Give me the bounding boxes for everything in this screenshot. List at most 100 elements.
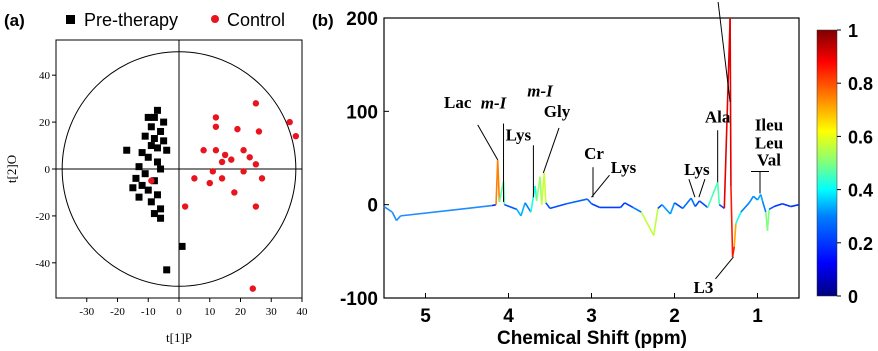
confidence-ellipse bbox=[61, 51, 297, 287]
spectrum-segment bbox=[549, 202, 567, 210]
control-point bbox=[258, 175, 266, 182]
colorbar-tick-label: 0.6 bbox=[848, 127, 873, 147]
pretherapy-point bbox=[163, 146, 171, 154]
control-point bbox=[212, 123, 220, 130]
colorbar-gradient bbox=[816, 29, 838, 297]
spectrum-segment bbox=[740, 202, 750, 213]
pretherapy-point bbox=[150, 113, 158, 121]
colorbar-tick-label: 0.8 bbox=[848, 74, 873, 94]
colorbar: 0 0.2 0.4 0.6 0.8 1 bbox=[816, 21, 873, 307]
spectrum-segment bbox=[674, 202, 684, 210]
control-point bbox=[252, 100, 260, 107]
panel-a-axes bbox=[56, 40, 302, 298]
panel-a-y-axis-label: t[2]O bbox=[4, 155, 19, 183]
peak-annotation: Lys bbox=[611, 158, 637, 177]
peak-annotation: Leu bbox=[755, 133, 783, 152]
leader-line-gly bbox=[542, 127, 560, 174]
spectrum-segment bbox=[466, 204, 492, 210]
y-tick-label: 40 bbox=[39, 70, 51, 82]
pretherapy-point bbox=[163, 266, 171, 274]
x-tick-label: 2 bbox=[669, 306, 680, 327]
spectrum-segment bbox=[735, 211, 742, 224]
spectrum-segment bbox=[632, 206, 642, 213]
pretherapy-point bbox=[144, 113, 152, 121]
x-tick-label: 3 bbox=[586, 306, 597, 327]
spectrum-segment bbox=[383, 205, 393, 213]
x-tick-label: -30 bbox=[79, 306, 94, 318]
control-point bbox=[181, 203, 189, 210]
control-point bbox=[286, 118, 293, 126]
x-tick-label: 30 bbox=[266, 306, 278, 318]
x-tick-label: 20 bbox=[235, 306, 247, 318]
x-tick-label: 40 bbox=[297, 306, 309, 318]
pretherapy-point bbox=[123, 146, 131, 154]
control-point bbox=[255, 128, 263, 135]
spectrum-segment bbox=[395, 215, 402, 222]
peak-annotation: Lys bbox=[506, 125, 532, 144]
spectrum-segment bbox=[520, 202, 526, 217]
spectrum-segment bbox=[733, 223, 737, 247]
spectrum-segment bbox=[790, 203, 800, 208]
spectrum-segment bbox=[723, 17, 731, 209]
pretherapy-point bbox=[157, 127, 165, 135]
pretherapy-point bbox=[141, 170, 149, 178]
spectrum-segment bbox=[543, 172, 547, 203]
spectrum-segment bbox=[566, 198, 588, 205]
pretherapy-point bbox=[160, 118, 168, 126]
control-point bbox=[240, 168, 247, 175]
spectrum-segment bbox=[496, 159, 501, 202]
pretherapy-point bbox=[157, 205, 165, 213]
control-point bbox=[148, 177, 155, 184]
leader-line-lys3-a bbox=[688, 179, 696, 198]
control-point bbox=[234, 125, 241, 133]
spectrum-segment bbox=[730, 185, 734, 257]
spectrum-segment bbox=[524, 202, 532, 213]
control-point bbox=[218, 175, 226, 182]
spectrum-segment bbox=[657, 204, 663, 209]
x-tick-label: 1 bbox=[752, 306, 763, 327]
spectrum-segment bbox=[516, 208, 522, 217]
spectrum-segment bbox=[682, 197, 692, 209]
spectrum-segment bbox=[498, 181, 505, 203]
x-tick-label: 4 bbox=[503, 306, 514, 327]
spectrum-segment bbox=[504, 203, 518, 211]
pretherapy-point bbox=[153, 144, 161, 152]
spectrum-segment bbox=[718, 204, 725, 210]
pretherapy-point bbox=[153, 158, 161, 166]
peak-annotation: m-I bbox=[481, 94, 508, 113]
spectrum-segment bbox=[619, 202, 626, 208]
spectrum-segment bbox=[694, 200, 701, 208]
control-point bbox=[249, 285, 256, 292]
y-tick-label: 0 bbox=[367, 196, 378, 217]
control-point bbox=[212, 147, 220, 154]
pretherapy-point bbox=[147, 198, 155, 206]
leader-line-lac2 bbox=[717, 1, 731, 103]
legend-pretherapy-marker bbox=[66, 15, 75, 24]
control-point bbox=[191, 175, 198, 182]
pretherapy-point bbox=[138, 181, 146, 189]
panel-a-legend: Pre-therapy Control bbox=[66, 10, 285, 30]
peak-annotation: Gly bbox=[544, 102, 571, 121]
colorbar-tick-label: 0 bbox=[848, 287, 858, 307]
spectrum-segment bbox=[752, 195, 759, 201]
pretherapy-point bbox=[144, 186, 152, 194]
x-tick-label: -20 bbox=[110, 306, 125, 318]
control-point bbox=[252, 203, 260, 210]
leader-line-lac bbox=[477, 124, 499, 161]
pretherapy-point bbox=[132, 174, 140, 182]
spectrum-segment bbox=[400, 207, 468, 217]
spectrum-segment bbox=[706, 181, 719, 208]
spectrum-segment bbox=[731, 246, 736, 258]
spectrum-segment bbox=[530, 185, 536, 213]
spectrum-segment bbox=[652, 208, 659, 236]
control-point bbox=[231, 189, 238, 196]
peak-annotation: Lac bbox=[444, 93, 472, 112]
colorbar-tick-label: 1 bbox=[848, 21, 858, 41]
panel-a-x-axis-label: t[1]P bbox=[166, 330, 192, 345]
control-point bbox=[206, 179, 213, 187]
y-tick-label: 0 bbox=[45, 164, 51, 176]
peak-annotation: Cr bbox=[584, 144, 604, 163]
pretherapy-point bbox=[135, 193, 143, 201]
spectrum-segment bbox=[716, 182, 721, 205]
